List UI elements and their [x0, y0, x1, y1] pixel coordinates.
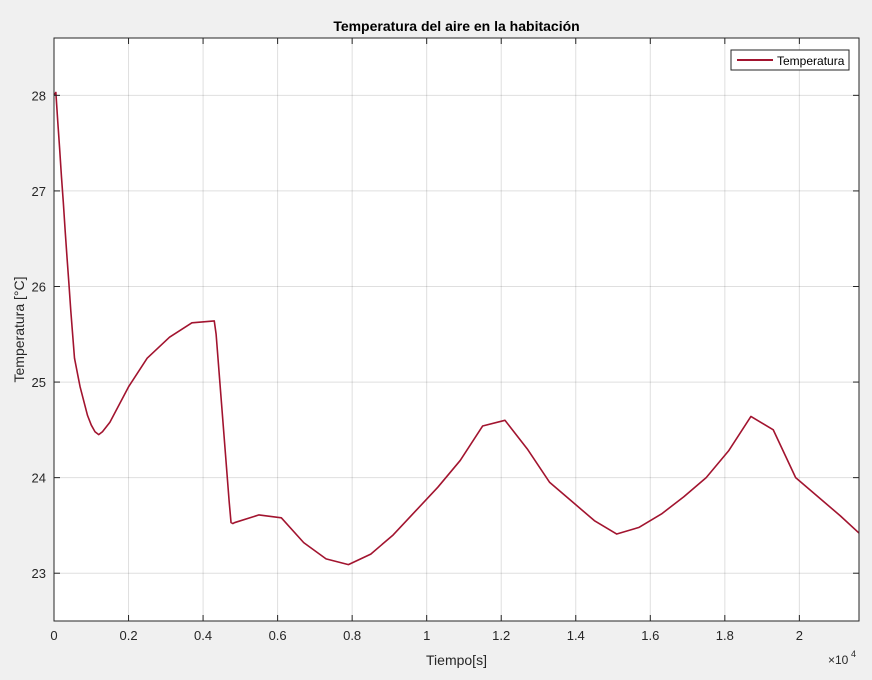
legend-label-temperatura: Temperatura [777, 54, 845, 68]
y-tick-label: 24 [32, 471, 46, 486]
x-tick-label: 2 [796, 628, 803, 643]
y-tick-label: 25 [32, 375, 46, 390]
y-tick-label: 23 [32, 566, 46, 581]
x-tick-label: 1.8 [716, 628, 734, 643]
tick-marks [53, 38, 859, 621]
x-tick-label: 0.4 [194, 628, 212, 643]
x-exponent-power: 4 [851, 649, 856, 659]
series-line-temperatura [53, 91, 860, 566]
x-tick-label: 0.2 [119, 628, 137, 643]
x-tick-label: 1.2 [492, 628, 510, 643]
y-tick-label: 26 [32, 279, 46, 294]
x-exponent-base: ×10 [828, 653, 849, 667]
x-tick-label: 1.4 [567, 628, 585, 643]
x-tick-label: 1.6 [641, 628, 659, 643]
x-tick-label: 0.8 [343, 628, 361, 643]
legend-box [730, 49, 850, 71]
grid-lines [53, 38, 859, 621]
x-tick-label: 0 [50, 628, 57, 643]
legend[interactable]: Temperatura [730, 49, 850, 71]
x-axis-exponent: ×10 4 [828, 649, 856, 667]
y-axis-title: Temperatura [°C] [11, 277, 27, 383]
series-layer [53, 91, 860, 566]
x-tick-label: 0.6 [269, 628, 287, 643]
x-tick-label: 1 [423, 628, 430, 643]
y-tick-label: 27 [32, 184, 46, 199]
tick-labels: 0 0.2 0.4 0.6 0.8 1 1.2 1.4 1.6 1.8 2 23 24 25 26 27 28 [32, 88, 803, 643]
y-tick-label: 28 [32, 88, 46, 103]
chart-title: Temperatura del aire en la habitación [333, 18, 579, 34]
x-axis-title: Tiempo[s] [426, 652, 487, 668]
plot-area [54, 38, 859, 621]
plot-border [53, 37, 860, 622]
